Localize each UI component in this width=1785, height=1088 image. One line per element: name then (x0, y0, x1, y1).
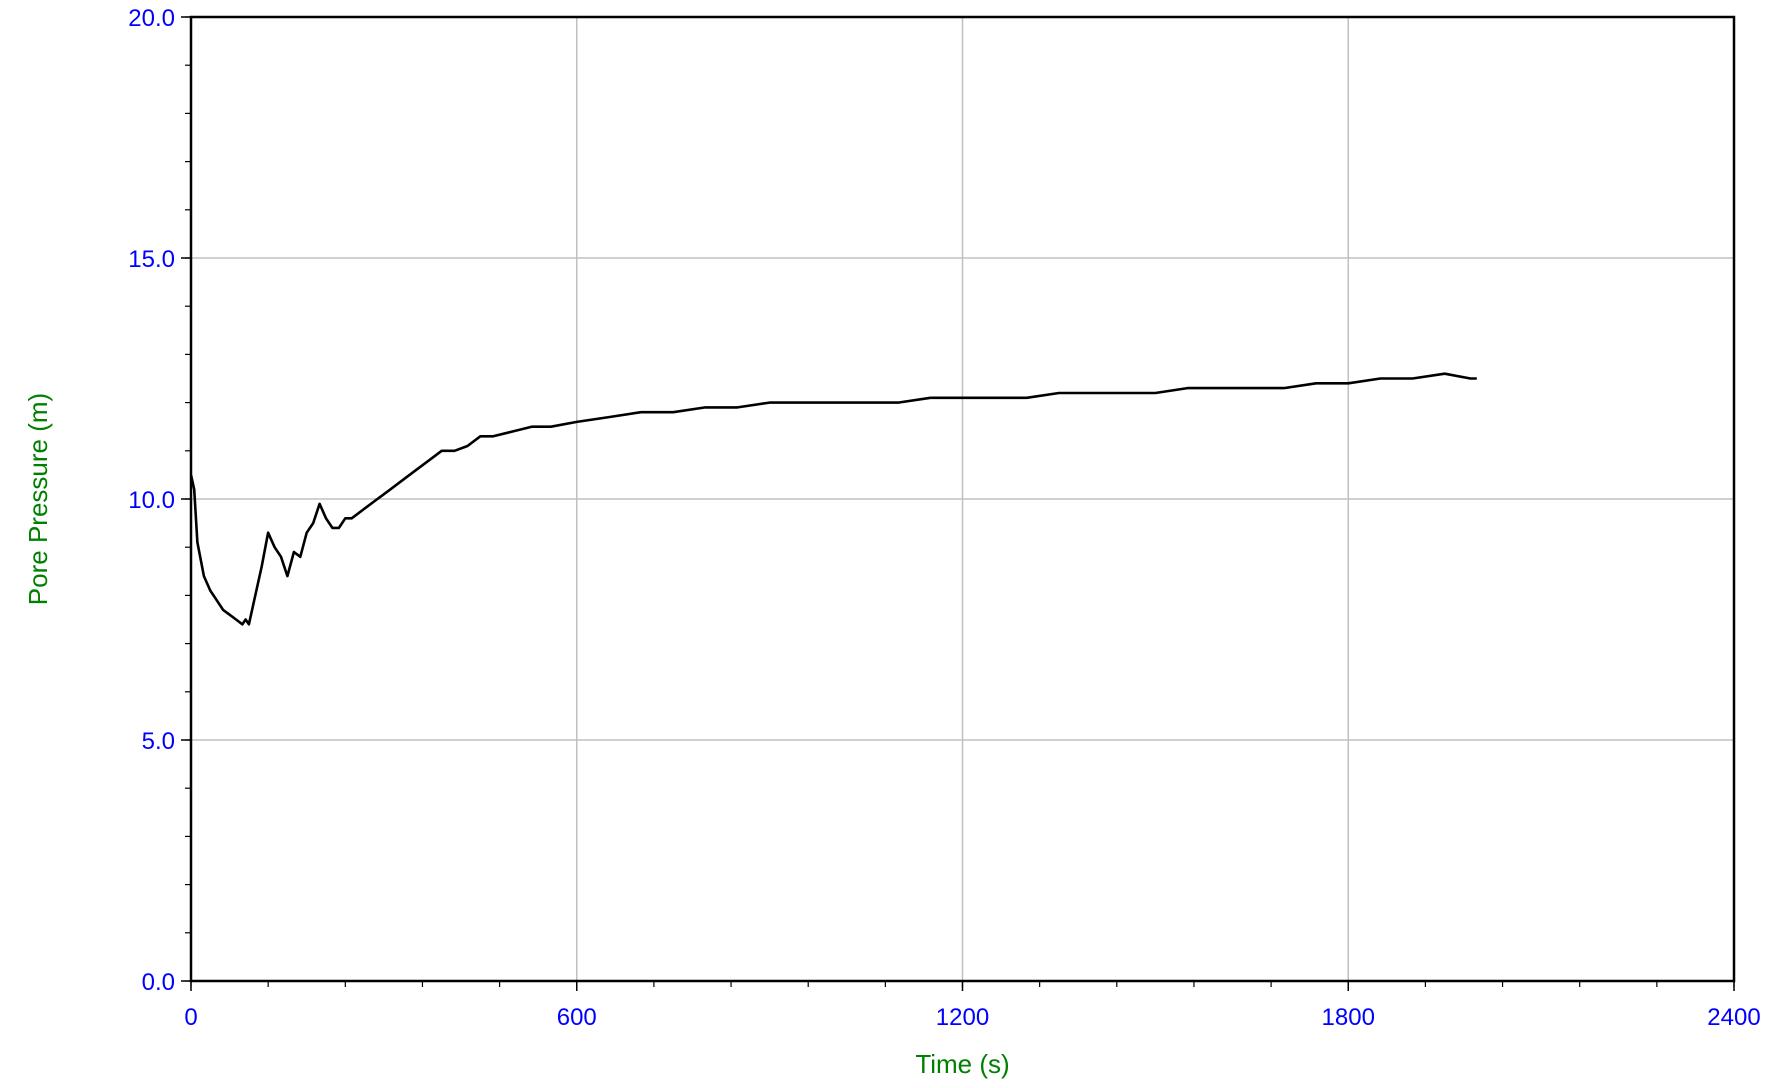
y-tick-label: 20.0 (128, 5, 175, 32)
plot-frame (189, 15, 1736, 983)
y-tick-label: 5.0 (142, 728, 175, 755)
x-tick-labels: 0 600 1200 1800 2400 (184, 1004, 1760, 1031)
y-axis-title: Pore Pressure (m) (23, 393, 53, 605)
x-tick-label: 600 (557, 1004, 597, 1031)
y-tick-labels: 0.0 5.0 10.0 15.0 20.0 (128, 5, 175, 996)
grid-lines (191, 17, 1734, 981)
series-line (189, 372, 1477, 626)
x-axis-title: Time (s) (915, 1049, 1009, 1079)
x-tick-label: 1800 (1322, 1004, 1375, 1031)
x-tick-label: 1200 (936, 1004, 989, 1031)
y-tick-label: 10.0 (128, 487, 175, 514)
x-tick-label: 0 (184, 1004, 197, 1031)
x-tick-label: 2400 (1707, 1004, 1760, 1031)
y-tick-label: 15.0 (128, 246, 175, 273)
minor-ticks (181, 16, 1735, 991)
y-tick-label: 0.0 (142, 969, 175, 996)
